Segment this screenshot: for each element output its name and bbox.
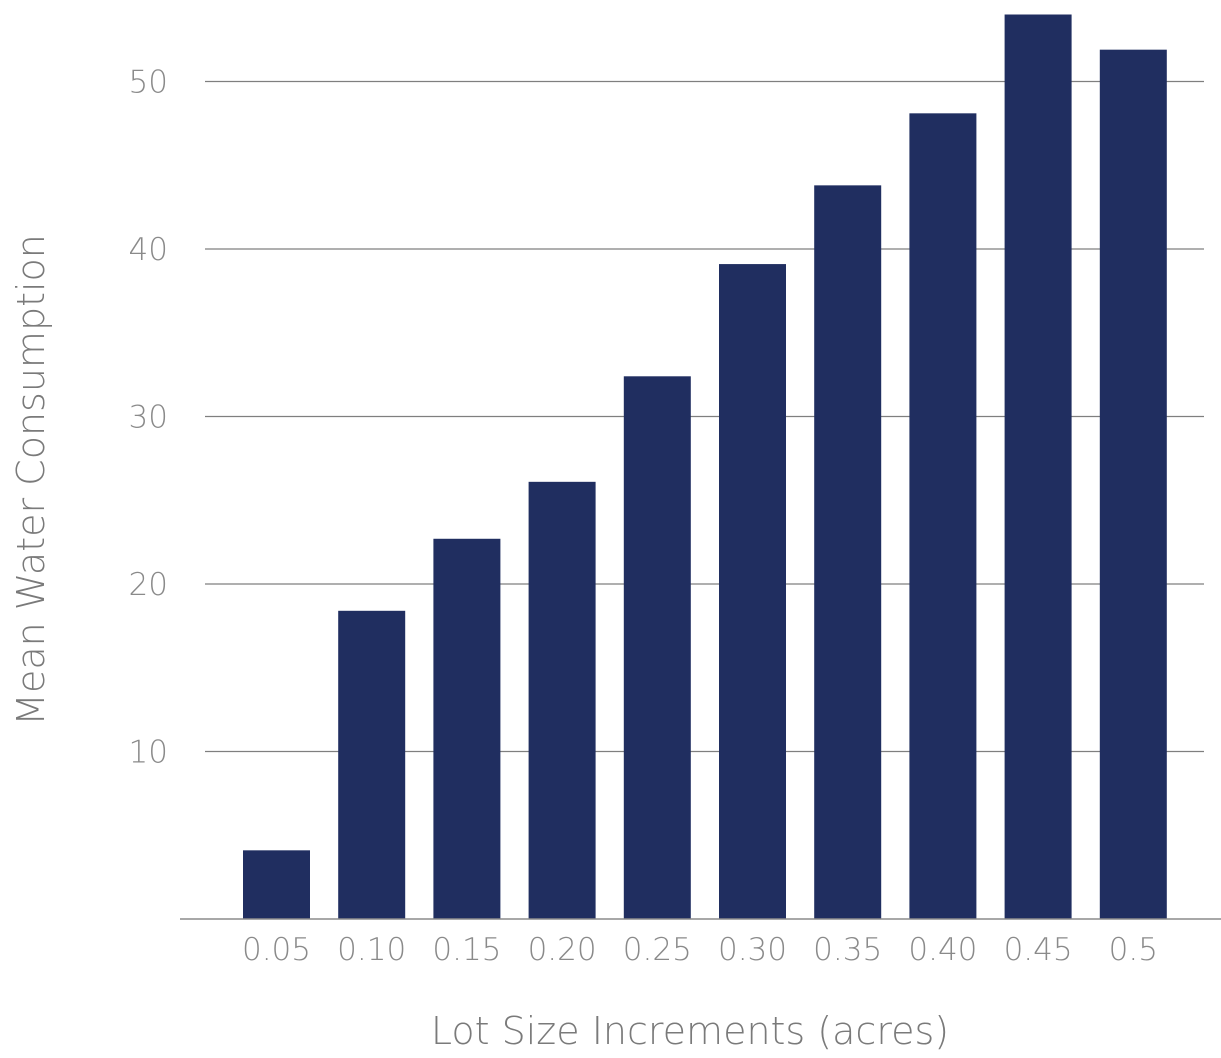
y-tick-label: 50 bbox=[129, 65, 168, 101]
y-axis-ticks: 10 20 30 40 50 bbox=[129, 65, 168, 771]
y-tick-label: 40 bbox=[129, 232, 168, 268]
bar bbox=[338, 610, 406, 919]
x-tick-label: 0.20 bbox=[528, 932, 597, 968]
bar bbox=[243, 850, 310, 919]
bar bbox=[1004, 14, 1072, 919]
bar bbox=[1099, 49, 1167, 920]
bar bbox=[814, 185, 882, 920]
y-tick-label: 20 bbox=[129, 567, 168, 603]
x-tick-label: 0.45 bbox=[1004, 932, 1073, 968]
x-tick-label: 0.10 bbox=[337, 932, 406, 968]
y-axis-title: Mean Water Consumption bbox=[9, 234, 53, 726]
x-tick-label: 0.5 bbox=[1109, 932, 1158, 968]
x-tick-label: 0.15 bbox=[432, 932, 501, 968]
x-axis-ticks: 0.05 0.10 0.15 0.20 0.25 0.30 0.35 0.40 0.45 0.5 bbox=[242, 932, 1158, 968]
x-tick-label: 0.05 bbox=[242, 932, 311, 968]
bar bbox=[528, 481, 596, 919]
x-tick-label: 0.25 bbox=[623, 932, 692, 968]
x-tick-label: 0.30 bbox=[718, 932, 787, 968]
x-tick-label: 0.35 bbox=[813, 932, 882, 968]
bar bbox=[623, 376, 691, 919]
bar bbox=[909, 113, 977, 919]
x-tick-label: 0.40 bbox=[908, 932, 977, 968]
bars bbox=[243, 14, 1167, 920]
bar bbox=[433, 538, 501, 919]
y-tick-label: 30 bbox=[129, 400, 168, 436]
bar bbox=[719, 264, 786, 919]
x-axis-title: Lot Size Increments (acres) bbox=[431, 1009, 949, 1053]
y-tick-label: 10 bbox=[129, 735, 168, 771]
